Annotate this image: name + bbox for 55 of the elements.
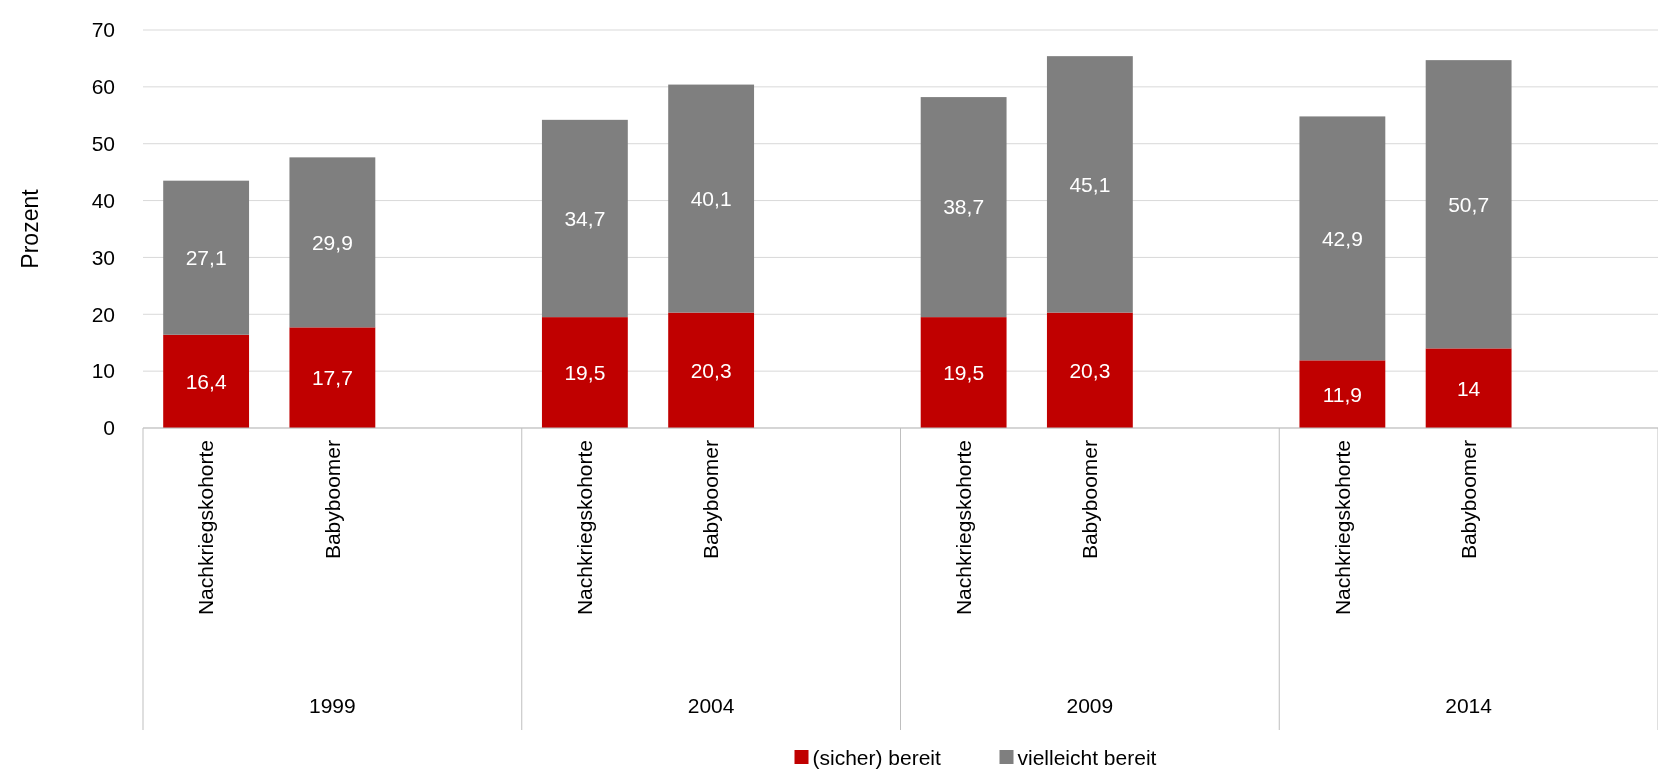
x-tick-label: Nachkriegskohorte	[1330, 440, 1354, 616]
bar	[1425, 60, 1512, 349]
data-label: 27,1	[185, 246, 227, 270]
y-tick-label: 30	[91, 245, 115, 269]
data-label: 34,7	[564, 206, 606, 230]
data-label: 19,5	[564, 360, 606, 384]
y-tick-label: 0	[103, 416, 115, 440]
bar	[668, 84, 755, 313]
x-tick-label: Babyboomer	[320, 440, 344, 560]
data-label: 17,7	[311, 366, 353, 390]
data-label: 16,4	[185, 369, 227, 393]
legend-label: vielleicht bereit	[1017, 746, 1157, 770]
bar	[1046, 56, 1133, 313]
bar	[541, 317, 628, 428]
bar	[1425, 348, 1512, 428]
bar	[1299, 360, 1386, 428]
x-tick-label: Nachkriegskohorte	[951, 440, 975, 616]
text: 2014	[1445, 694, 1493, 717]
text: 2009	[1066, 694, 1114, 717]
data-label: 14	[1456, 376, 1481, 400]
data-label: 50,7	[1448, 192, 1490, 216]
data-label: 20,3	[690, 358, 732, 382]
data-label: 11,9	[1322, 382, 1363, 406]
data-label: 38,7	[943, 195, 985, 219]
x-tick-label: Babyboomer	[1078, 440, 1102, 560]
x-tick-label: Babyboomer	[699, 440, 723, 560]
y-tick-label: 50	[91, 132, 115, 156]
bar	[289, 327, 376, 428]
data-label: 45,1	[1069, 172, 1111, 196]
y-axis-title: Prozent	[17, 188, 43, 269]
data-label: 29,9	[311, 230, 353, 254]
y-tick-label: 10	[91, 359, 115, 383]
y-tick-label: 60	[91, 75, 115, 99]
bar	[1299, 116, 1386, 361]
data-label: 40,1	[690, 186, 732, 210]
bar	[920, 317, 1007, 428]
data-label: 42,9	[1321, 226, 1363, 250]
bar	[920, 97, 1007, 318]
x-tick-label: Nachkriegskohorte	[573, 440, 597, 616]
text: 2004	[687, 694, 735, 717]
legend-label: (sicher) bereit	[812, 746, 942, 770]
text: 1999	[309, 694, 356, 717]
bar	[163, 180, 250, 335]
x-tick-label: Nachkriegskohorte	[194, 440, 218, 616]
y-tick-label: 70	[91, 18, 115, 42]
data-label: 19,5	[943, 360, 985, 384]
y-tick-label: 40	[91, 188, 115, 212]
bar	[1046, 312, 1133, 428]
bar	[289, 157, 376, 328]
y-tick-label: 20	[91, 302, 115, 326]
bar	[541, 119, 628, 318]
bar	[163, 334, 250, 428]
data-label: 20,3	[1069, 358, 1111, 382]
bar	[668, 312, 755, 428]
x-tick-label: Babyboomer	[1456, 440, 1480, 560]
